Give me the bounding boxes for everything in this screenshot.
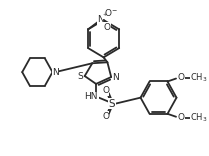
Text: CH$_3$: CH$_3$ [190, 71, 208, 84]
Text: O: O [177, 113, 184, 122]
Text: O: O [177, 73, 184, 82]
Text: $^{+}$: $^{+}$ [102, 13, 108, 19]
Text: O: O [103, 23, 111, 32]
Text: S: S [77, 72, 83, 80]
Text: N: N [97, 15, 104, 24]
Text: HN: HN [85, 92, 98, 101]
Text: O$^{-}$: O$^{-}$ [104, 7, 118, 18]
Text: N: N [52, 68, 59, 77]
Text: O: O [102, 112, 109, 121]
Text: N: N [113, 73, 119, 82]
Text: O: O [102, 86, 109, 95]
Text: S: S [109, 99, 115, 109]
Text: CH$_3$: CH$_3$ [190, 112, 208, 124]
